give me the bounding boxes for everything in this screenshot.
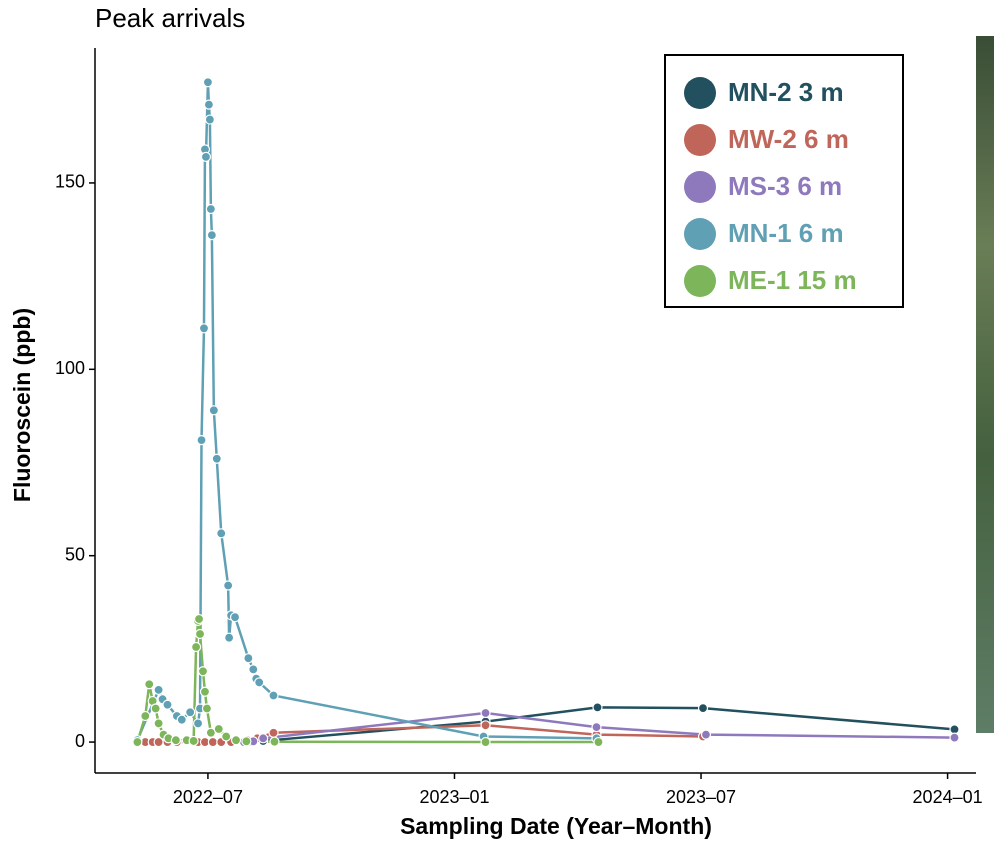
x-tick-label: 2023–07: [666, 787, 736, 807]
data-point: [185, 707, 196, 718]
data-point: [211, 453, 222, 464]
data-point: [248, 664, 259, 675]
data-point: [192, 718, 204, 729]
data-point: [206, 230, 217, 241]
y-tick-label: 0: [75, 731, 85, 751]
data-point: [162, 699, 173, 710]
data-point: [204, 114, 215, 125]
legend-label: ME-1 15 m: [728, 265, 857, 295]
data-point: [697, 703, 709, 714]
data-point: [592, 702, 603, 713]
data-point: [200, 151, 212, 162]
data-point: [188, 735, 199, 747]
y-axis-label: Fluoroscein (ppb): [9, 308, 35, 502]
data-point: [224, 632, 235, 643]
data-point: [268, 690, 279, 701]
data-point: [176, 714, 187, 725]
data-point: [480, 720, 491, 731]
data-point: [150, 703, 161, 714]
data-point: [170, 735, 181, 746]
x-tick-label: 2023–01: [419, 787, 489, 807]
data-point: [153, 718, 164, 729]
data-point: [203, 99, 215, 110]
data-point: [205, 203, 216, 215]
data-point: [202, 77, 214, 88]
data-point: [254, 677, 265, 688]
data-point: [198, 323, 210, 334]
y-tick-label: 50: [65, 544, 85, 564]
data-point: [207, 736, 218, 748]
chart-title: Peak arrivals: [95, 3, 245, 33]
data-point: [949, 732, 960, 743]
legend-marker: [684, 265, 716, 297]
data-point: [208, 405, 219, 416]
data-point: [190, 641, 202, 653]
x-tick-label: 2022–07: [173, 787, 243, 807]
y-tick-label: 100: [55, 358, 85, 378]
data-point: [591, 722, 602, 733]
legend-marker: [684, 124, 716, 156]
data-point: [199, 686, 211, 697]
legend-label: MN-2 3 m: [728, 77, 844, 107]
data-point: [258, 733, 269, 744]
data-point: [229, 612, 241, 623]
x-tick-label: 2024–01: [913, 787, 983, 807]
data-point: [144, 679, 155, 690]
data-point: [194, 628, 206, 640]
data-point: [197, 666, 209, 677]
legend-marker: [684, 77, 716, 109]
legend-marker: [684, 218, 716, 250]
y-tick-label: 150: [55, 172, 85, 192]
legend-label: MW-2 6 m: [728, 124, 849, 154]
data-point: [269, 736, 280, 747]
data-point: [216, 528, 227, 539]
data-point: [241, 736, 252, 747]
data-point: [140, 710, 151, 722]
data-point: [480, 707, 491, 719]
x-axis-label: Sampling Date (Year–Month): [400, 813, 712, 839]
legend-label: MN-1 6 m: [728, 218, 844, 248]
series-line: [136, 614, 599, 744]
legend: MN-2 3 m MW-2 6 m MS-3 6 m MN-1 6 m ME-1 15 …: [664, 54, 904, 308]
data-point: [132, 736, 143, 748]
data-point: [593, 736, 604, 748]
legend-marker: [684, 171, 716, 203]
data-point: [201, 703, 213, 714]
legend-label: MS-3 6 m: [728, 171, 842, 201]
data-point: [213, 723, 224, 735]
series-line: [136, 82, 597, 741]
data-point: [153, 684, 164, 695]
data-point: [480, 736, 491, 748]
map-texture: [976, 36, 994, 733]
data-point: [196, 435, 207, 446]
data-point: [223, 580, 234, 591]
data-point: [193, 613, 205, 625]
data-point: [243, 653, 254, 664]
data-point: [700, 729, 712, 740]
data-point: [230, 735, 242, 746]
data-point: [221, 731, 232, 742]
data-point: [268, 727, 279, 738]
